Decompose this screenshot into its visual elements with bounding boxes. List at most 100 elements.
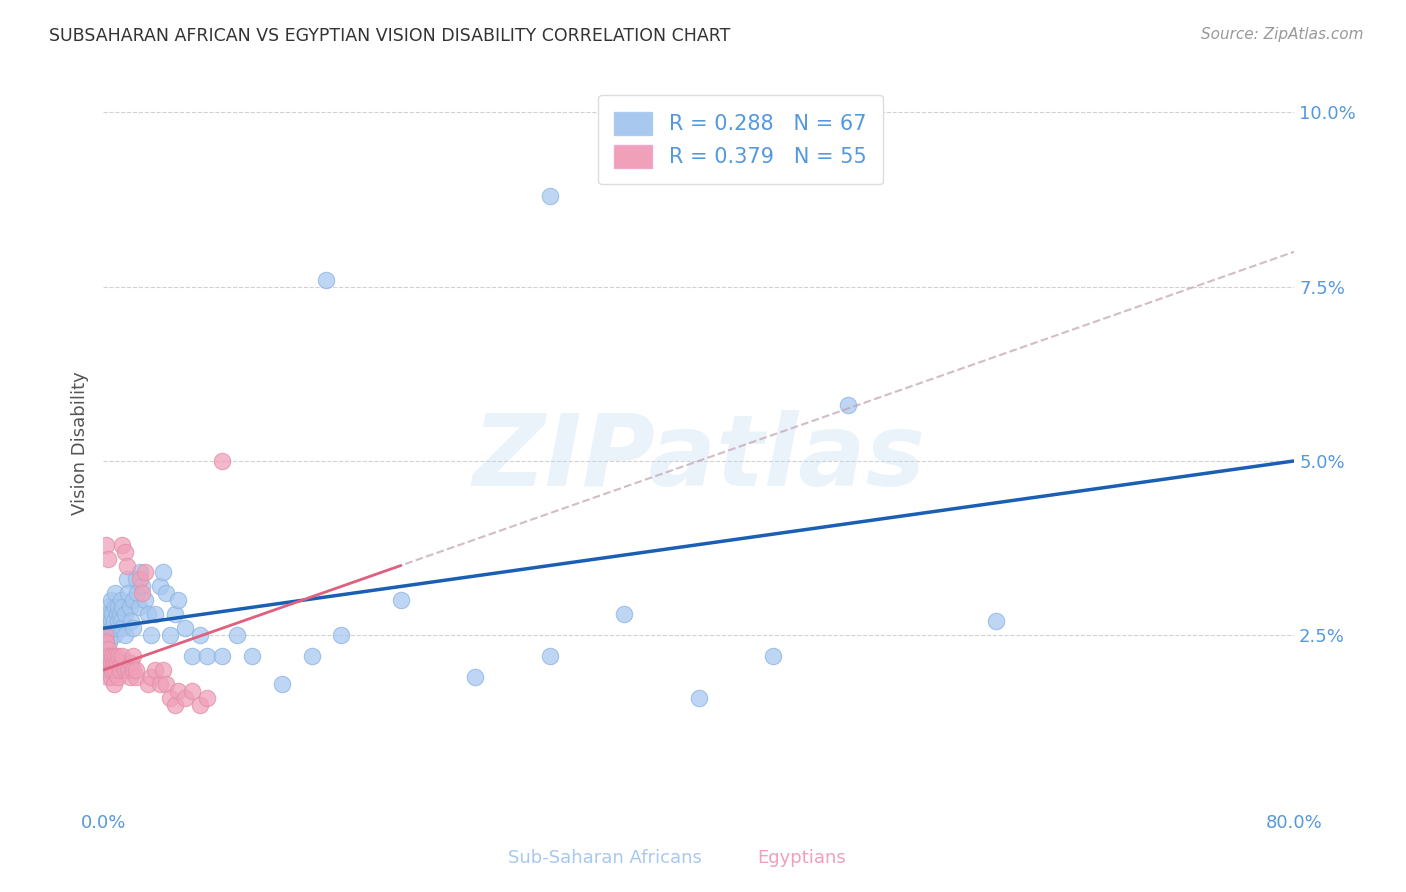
Point [104, 649, 127, 664]
Point [115, 573, 138, 587]
Point [149, 579, 172, 593]
Point [122, 593, 145, 607]
Point [181, 649, 204, 664]
Point [107, 670, 129, 684]
Point [211, 454, 233, 468]
Point [107, 600, 129, 615]
Point [94, 628, 117, 642]
Point [155, 677, 177, 691]
Point [538, 649, 561, 664]
Point [139, 628, 162, 642]
Point [108, 663, 131, 677]
Point [97, 600, 120, 615]
Point [125, 663, 148, 677]
Point [118, 600, 141, 615]
Point [107, 615, 129, 629]
Point [211, 649, 233, 664]
Point [98, 649, 121, 664]
Point [110, 593, 132, 607]
Point [97, 642, 120, 657]
Point [111, 649, 134, 664]
Point [100, 656, 122, 670]
Point [181, 684, 204, 698]
Y-axis label: Vision Disability: Vision Disability [72, 372, 89, 516]
Point [94, 635, 117, 649]
Point [97, 621, 120, 635]
Point [122, 621, 145, 635]
Point [134, 566, 156, 580]
Point [120, 615, 142, 629]
Point [195, 649, 218, 664]
Point [104, 663, 127, 677]
Point [103, 628, 125, 642]
Point [226, 628, 249, 642]
Point [120, 656, 142, 670]
Point [101, 649, 124, 664]
Text: Source: ZipAtlas.com: Source: ZipAtlas.com [1201, 27, 1364, 42]
Point [114, 663, 136, 677]
Point [134, 593, 156, 607]
Point [613, 607, 636, 622]
Point [188, 698, 211, 712]
Point [114, 607, 136, 622]
Point [136, 677, 159, 691]
Point [94, 663, 117, 677]
Point [174, 690, 197, 705]
Point [100, 670, 122, 684]
Text: ZIPatlas: ZIPatlas [472, 409, 925, 507]
Point [159, 690, 181, 705]
Point [97, 670, 120, 684]
Point [127, 586, 149, 600]
Point [166, 684, 188, 698]
Point [105, 656, 128, 670]
Point [98, 607, 121, 622]
Point [101, 607, 124, 622]
Point [101, 663, 124, 677]
Point [103, 656, 125, 670]
Point [97, 551, 120, 566]
Point [104, 586, 127, 600]
Point [174, 621, 197, 635]
Point [100, 593, 122, 607]
Point [240, 649, 263, 664]
Point [195, 690, 218, 705]
Point [93, 607, 115, 622]
Point [103, 677, 125, 691]
Point [129, 573, 152, 587]
Point [152, 663, 174, 677]
Point [98, 635, 121, 649]
Point [129, 566, 152, 580]
Point [159, 628, 181, 642]
Point [108, 607, 131, 622]
Point [110, 656, 132, 670]
Point [166, 593, 188, 607]
Text: Egyptians: Egyptians [756, 849, 846, 867]
Point [163, 698, 186, 712]
Point [104, 600, 127, 615]
Point [330, 628, 353, 642]
Point [111, 621, 134, 635]
Point [101, 621, 124, 635]
Point [143, 607, 166, 622]
Point [139, 670, 162, 684]
Point [97, 656, 120, 670]
Point [94, 649, 117, 664]
Point [107, 649, 129, 664]
Point [188, 628, 211, 642]
Point [143, 663, 166, 677]
Text: SUBSAHARAN AFRICAN VS EGYPTIAN VISION DISABILITY CORRELATION CHART: SUBSAHARAN AFRICAN VS EGYPTIAN VISION DI… [49, 27, 731, 45]
Point [389, 593, 412, 607]
Point [93, 628, 115, 642]
Point [128, 600, 150, 615]
Point [301, 649, 323, 664]
Legend: R = 0.288   N = 67, R = 0.379   N = 55: R = 0.288 N = 67, R = 0.379 N = 55 [598, 95, 883, 185]
Point [131, 586, 153, 600]
Point [117, 663, 139, 677]
Point [837, 398, 859, 412]
Point [93, 663, 115, 677]
Point [163, 607, 186, 622]
Point [94, 538, 117, 552]
Point [125, 573, 148, 587]
Point [94, 615, 117, 629]
Point [762, 649, 785, 664]
